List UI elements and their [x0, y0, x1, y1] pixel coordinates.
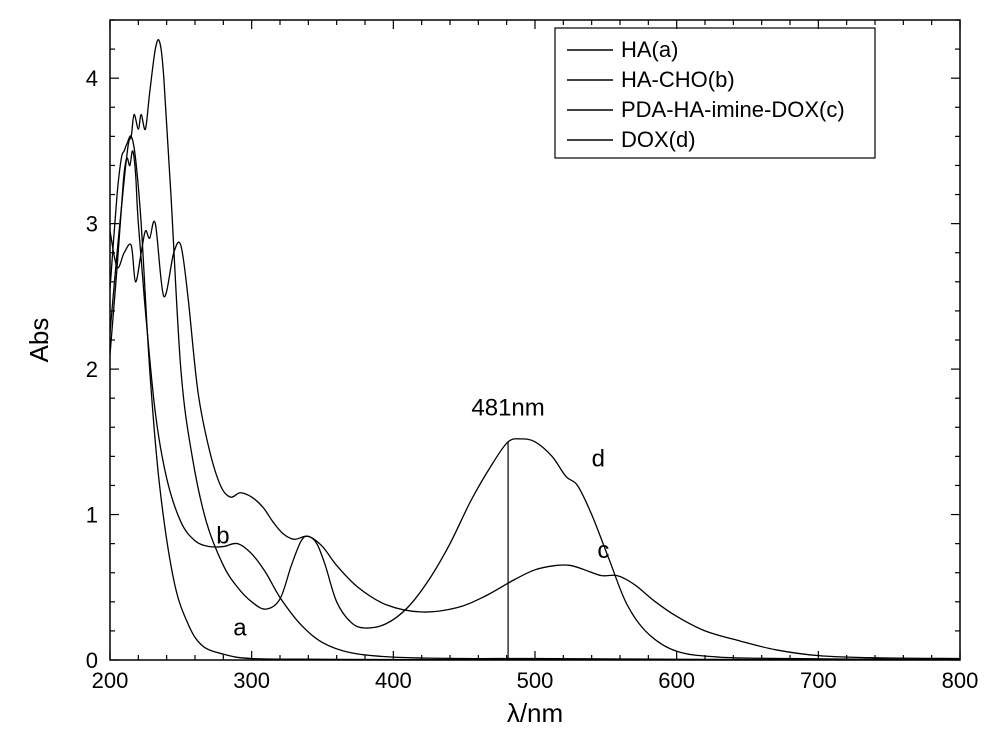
series-d — [110, 40, 960, 660]
spectrum-chart: 20030040050060070080001234λ/nmAbsabcd481… — [0, 0, 1000, 748]
y-tick-label: 2 — [86, 357, 98, 382]
y-tick-label: 4 — [86, 66, 98, 91]
x-tick-label: 300 — [233, 668, 270, 693]
x-tick-label: 600 — [658, 668, 695, 693]
annotation-b: b — [216, 523, 229, 550]
legend-box — [555, 28, 875, 158]
legend-label: PDA-HA-imine-DOX(c) — [621, 97, 845, 122]
chart-container: 20030040050060070080001234λ/nmAbsabcd481… — [0, 0, 1000, 748]
series-c — [110, 221, 960, 658]
annotation-c: c — [597, 537, 609, 564]
x-tick-label: 500 — [517, 668, 554, 693]
annotation-481nm: 481nm — [471, 395, 544, 422]
legend-label: DOX(d) — [621, 127, 696, 152]
y-tick-label: 3 — [86, 212, 98, 237]
x-tick-label: 800 — [942, 668, 979, 693]
x-axis-title: λ/nm — [507, 698, 563, 728]
legend-label: HA(a) — [621, 37, 678, 62]
annotation-d: d — [592, 446, 605, 473]
x-tick-label: 400 — [375, 668, 412, 693]
legend-label: HA-CHO(b) — [621, 67, 735, 92]
y-tick-label: 1 — [86, 503, 98, 528]
y-tick-label: 0 — [86, 648, 98, 673]
y-axis-title: Abs — [24, 318, 54, 363]
annotation-a: a — [233, 614, 247, 641]
x-tick-label: 700 — [800, 668, 837, 693]
